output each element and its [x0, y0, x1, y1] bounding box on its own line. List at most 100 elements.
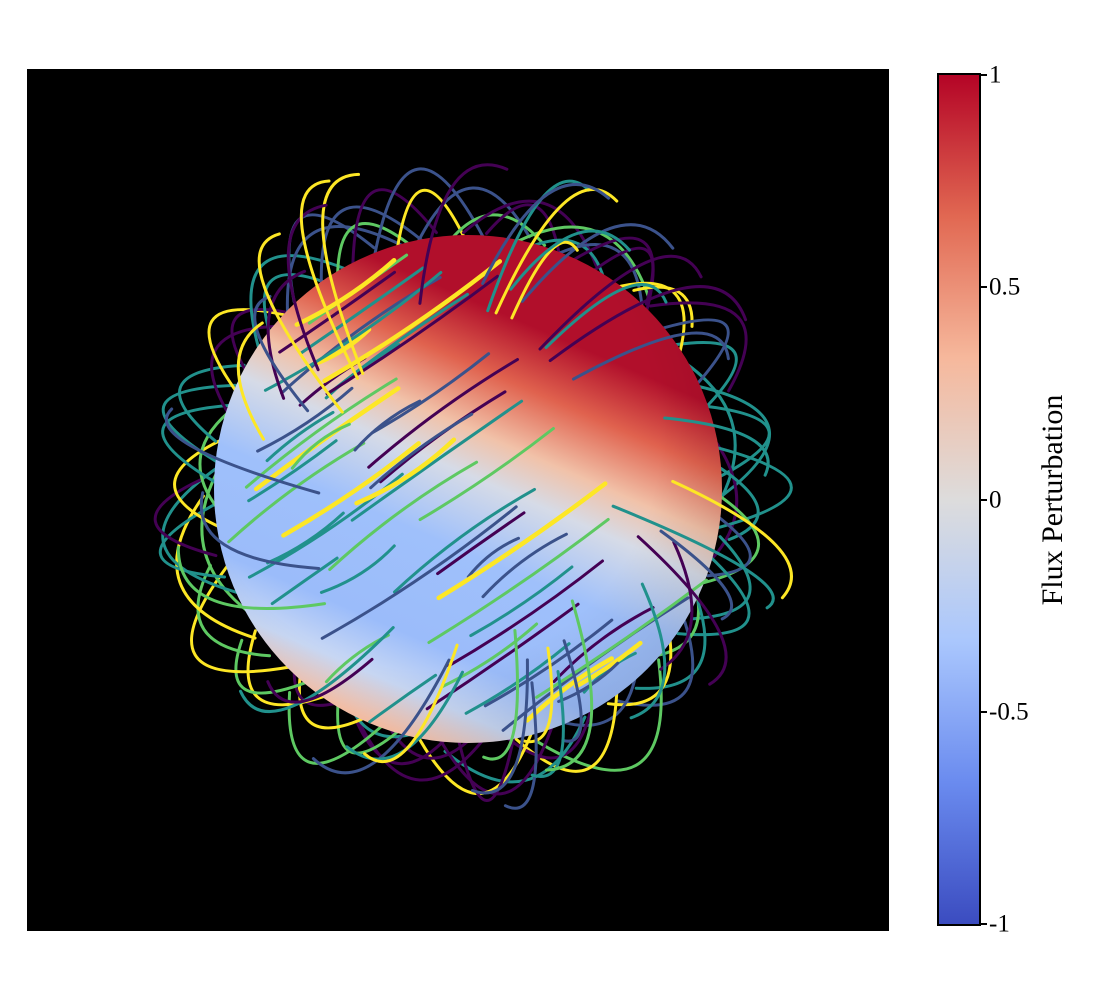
field-line: [285, 225, 409, 330]
field-line: [281, 441, 421, 538]
colorbar-tick-mark: [981, 710, 987, 713]
field-line: [629, 582, 667, 720]
field-line: [368, 673, 438, 724]
field-line: [257, 232, 344, 414]
field-lines-front: [165, 163, 793, 810]
field-line: [544, 283, 668, 350]
field-line: [165, 407, 321, 495]
field-line: [697, 404, 771, 481]
field-line: [299, 179, 359, 380]
field-line: [659, 529, 734, 621]
field-line: [266, 511, 345, 565]
colorbar-tick-label: -0.5: [989, 698, 1029, 726]
field-line: [244, 377, 398, 489]
field-line: [530, 670, 565, 778]
field-line: [190, 561, 293, 674]
field-line: [535, 578, 708, 699]
field-line: [552, 606, 655, 683]
field-line: [319, 205, 429, 302]
field-line: [536, 658, 663, 772]
field-line: [571, 236, 655, 334]
field-line: [436, 481, 608, 601]
field-line: [328, 460, 479, 571]
colorbar-tick-label: 1: [989, 61, 1002, 89]
field-line: [353, 399, 422, 452]
field-line: [503, 681, 538, 810]
field-line: [393, 487, 536, 594]
field-line: [176, 545, 327, 610]
field-line: [153, 478, 218, 558]
field-line: [562, 669, 638, 727]
field-line: [199, 491, 321, 570]
field-line: [494, 188, 619, 315]
field-line: [482, 629, 520, 761]
field-line: [447, 559, 604, 668]
field-line: [256, 386, 354, 453]
field-line: [253, 294, 310, 413]
colorbar-label: Flux Perturbation: [1036, 394, 1069, 606]
field-line: [373, 167, 485, 258]
field-line: [671, 479, 793, 600]
field-line: [198, 404, 238, 511]
field-line: [196, 564, 271, 658]
field-line: [354, 437, 457, 506]
field-line: [611, 504, 775, 610]
field-line: [161, 403, 232, 489]
field-line: [481, 532, 568, 599]
field-line: [286, 203, 328, 372]
field-line: [363, 643, 459, 764]
colorbar: [937, 73, 981, 926]
field-line: [395, 188, 467, 253]
field-line: [427, 517, 610, 644]
colorbar-tick-mark: [981, 286, 987, 289]
field-line: [325, 274, 499, 396]
field-line: [418, 163, 509, 305]
field-line: [509, 229, 631, 291]
field-line: [266, 657, 374, 704]
field-line: [234, 638, 309, 695]
field-line: [561, 639, 583, 743]
field-line: [719, 466, 760, 541]
field-line: [266, 269, 307, 400]
field-line: [672, 341, 738, 419]
field-line: [436, 511, 526, 576]
field-line: [210, 324, 286, 424]
field-line: [572, 331, 730, 381]
field-line: [294, 257, 397, 327]
field-line: [290, 422, 351, 470]
field-line: [663, 416, 770, 477]
field-line: [466, 536, 520, 579]
field-line: [684, 361, 737, 498]
field-line: [636, 535, 728, 686]
field-line: [227, 441, 366, 544]
field-line: [548, 285, 748, 363]
field-line: [425, 602, 580, 711]
field-line: [469, 565, 574, 638]
field-line: [430, 709, 559, 796]
field-line: [350, 399, 524, 522]
field-line: [270, 556, 339, 606]
field-line: [470, 658, 529, 795]
field-line: [706, 511, 752, 578]
field-line: [418, 427, 555, 522]
field-line: [351, 188, 438, 266]
colorbar-tick-label: -1: [989, 910, 1010, 938]
colorbar-tick-mark: [981, 74, 987, 76]
field-line: [287, 691, 387, 765]
field-line: [545, 599, 594, 772]
field-line: [659, 540, 694, 671]
field-line: [634, 600, 707, 690]
field-line: [355, 716, 496, 782]
field-line: [656, 318, 730, 384]
field-line: [298, 266, 425, 355]
field-line: [510, 240, 579, 320]
field-line: [320, 505, 518, 640]
magnetic-field-render: [27, 69, 889, 931]
field-line: [319, 544, 396, 594]
field-line: [416, 186, 531, 244]
field-line: [158, 503, 226, 579]
field-line: [440, 622, 539, 689]
scene-svg: [153, 163, 793, 810]
field-line: [330, 292, 469, 393]
field-line: [520, 646, 554, 744]
